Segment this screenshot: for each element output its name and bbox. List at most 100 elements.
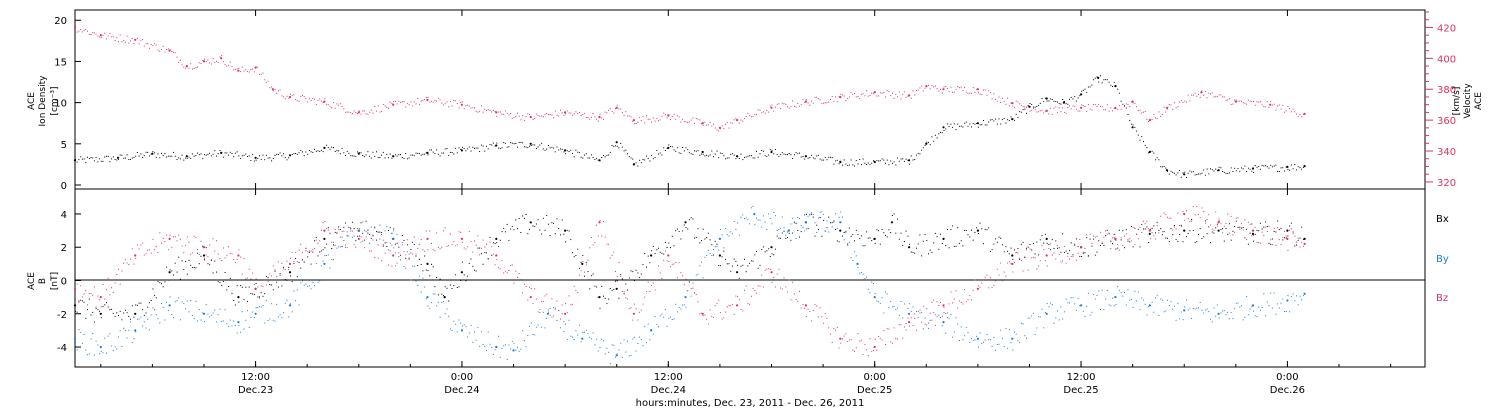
- density-dot: [644, 160, 645, 161]
- bx-dot: [620, 274, 621, 275]
- velocity-dot: [866, 90, 867, 91]
- bz-dot: [718, 300, 719, 301]
- bx-dot: [266, 276, 267, 277]
- by-dot: [94, 355, 95, 356]
- bx-dot: [527, 233, 528, 234]
- bx-dot: [207, 263, 208, 264]
- by-dot: [1241, 305, 1242, 306]
- bx-dot: [84, 302, 85, 303]
- bx-dot: [379, 232, 380, 233]
- by-dot: [988, 339, 989, 340]
- bz-point: [805, 304, 807, 306]
- by-dot: [1195, 309, 1196, 310]
- bz-dot: [490, 242, 491, 243]
- bz-dot: [956, 290, 957, 291]
- bx-dot: [675, 230, 676, 231]
- bx-dot: [837, 240, 838, 241]
- by-dot: [91, 338, 92, 339]
- by-dot: [359, 228, 360, 229]
- density-dot: [78, 159, 79, 160]
- density-dot: [663, 147, 664, 148]
- bx-dot: [1262, 229, 1263, 230]
- density-dot: [845, 164, 846, 165]
- by-dot: [471, 325, 472, 326]
- bz-dot: [1260, 243, 1261, 244]
- density-dot: [821, 160, 822, 161]
- bx-dot: [342, 246, 343, 247]
- density-dot: [1057, 102, 1058, 103]
- bx-point: [650, 254, 652, 256]
- by-dot: [918, 317, 919, 318]
- bz-dot: [797, 301, 798, 302]
- bx-dot: [199, 263, 200, 264]
- bx-dot: [319, 252, 320, 253]
- density-dot: [1205, 175, 1206, 176]
- by-dot: [1203, 313, 1204, 314]
- bz-dot: [892, 343, 893, 344]
- density-dot: [1181, 177, 1182, 178]
- velocity-dot: [562, 112, 563, 113]
- density-dot: [847, 165, 848, 166]
- bx-dot: [1033, 243, 1034, 244]
- density-dot: [447, 148, 448, 149]
- bz-dot: [1291, 228, 1292, 229]
- by-dot: [1136, 300, 1137, 301]
- by-dot: [1236, 303, 1237, 304]
- bx-dot: [909, 244, 910, 245]
- bz-dot: [500, 268, 501, 269]
- velocity-dot: [827, 102, 828, 103]
- bz-dot: [522, 293, 523, 294]
- velocity-dot: [778, 103, 779, 104]
- density-dot: [560, 148, 561, 149]
- bz-dot: [637, 320, 638, 321]
- tick-labels: 12:00Dec.230:00Dec.2412:00Dec.240:00Dec.…: [54, 16, 1456, 396]
- velocity-dot: [354, 111, 355, 112]
- top-right-ytick-label: 420: [1437, 23, 1456, 34]
- bx-dot: [706, 237, 707, 238]
- bx-dot: [378, 232, 379, 233]
- density-dot: [1002, 119, 1003, 120]
- by-dot: [1054, 323, 1055, 324]
- velocity-dot: [581, 115, 582, 116]
- bz-dot: [309, 250, 310, 251]
- by-dot: [651, 329, 652, 330]
- velocity-dot: [1069, 106, 1070, 107]
- bz-dot: [302, 252, 303, 253]
- density-dot: [1141, 136, 1142, 137]
- density-dot: [598, 160, 599, 161]
- bx-dot: [206, 247, 207, 248]
- velocity-dot: [1009, 105, 1010, 106]
- density-dot: [538, 146, 539, 147]
- density-dot: [147, 152, 148, 153]
- by-dot: [388, 249, 389, 250]
- by-dot: [321, 265, 322, 266]
- by-dot: [1267, 302, 1268, 303]
- velocity-dot: [550, 114, 551, 115]
- bx-dot: [782, 233, 783, 234]
- bx-dot: [522, 216, 523, 217]
- bz-dot: [744, 290, 745, 291]
- density-dot: [1153, 153, 1154, 154]
- velocity-dot: [1057, 112, 1058, 113]
- by-dot: [1016, 334, 1017, 335]
- velocity-dot: [727, 122, 728, 123]
- bx-dot: [780, 238, 781, 239]
- bz-dot: [426, 230, 427, 231]
- by-dot: [290, 303, 291, 304]
- velocity-dot: [907, 96, 908, 97]
- by-dot: [182, 301, 183, 302]
- density-dot: [1076, 101, 1077, 102]
- by-dot: [751, 207, 752, 208]
- bz-dot: [894, 327, 895, 328]
- bx-dot: [1248, 244, 1249, 245]
- by-dot: [919, 310, 920, 311]
- bz-dot: [992, 287, 993, 288]
- bz-dot: [947, 312, 948, 313]
- by-dot: [216, 321, 217, 322]
- velocity-dot: [572, 115, 573, 116]
- velocity-dot: [202, 60, 203, 61]
- density-dot: [899, 161, 900, 162]
- density-dot: [1296, 169, 1297, 170]
- by-dot: [209, 316, 210, 317]
- bx-dot: [808, 228, 809, 229]
